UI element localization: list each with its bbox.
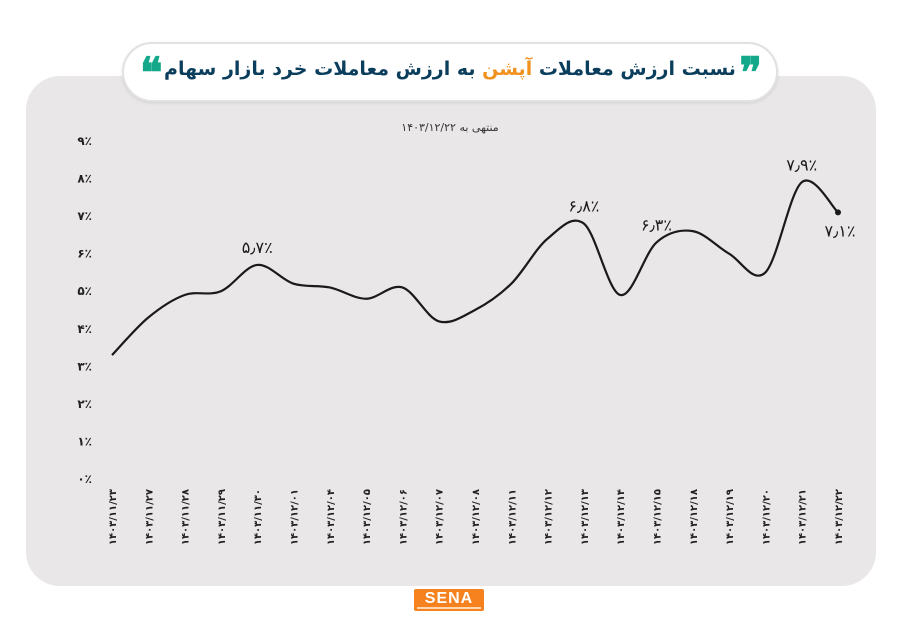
quote-close-icon: ❝ <box>140 48 163 97</box>
x-tick-label: ۱۴۰۳/۱۲/۲۱ <box>798 489 809 545</box>
chart-subtitle: منتهی به ۱۴۰۳/۱۲/۲۲ <box>401 121 499 134</box>
x-tick-label: ۱۴۰۳/۱۲/۰۶ <box>398 489 409 545</box>
y-tick-label: ۳٪ <box>77 359 92 373</box>
x-tick-label: ۱۴۰۳/۱۲/۰۴ <box>326 489 337 545</box>
y-tick-label: ۲٪ <box>77 397 92 411</box>
chart-panel <box>26 76 876 586</box>
data-labels: ۵٫۷٪ ۶٫۸٪ ۶٫۳٪ ۷٫۹٪ ۷٫۱٪ <box>242 155 856 257</box>
x-tick-label: ۱۴۰۳/۱۲/۰۱ <box>290 489 301 545</box>
x-tick-label: ۱۴۰۳/۱۲/۱۸ <box>689 489 700 545</box>
y-tick-label: ۶٪ <box>77 247 92 261</box>
x-tick-label: ۱۴۰۳/۱۲/۰۵ <box>362 489 373 545</box>
data-label: ۷٫۱٪ <box>825 221 856 240</box>
x-tick-label: ۱۴۰۳/۱۲/۱۳ <box>580 489 591 545</box>
data-label: ۵٫۷٪ <box>242 238 273 257</box>
x-tick-label: ۱۴۰۳/۱۲/۱۲ <box>544 489 555 545</box>
title-banner: ❞ نسبت ارزش معاملات آپشن به ارزش معاملات… <box>122 42 778 102</box>
x-tick-label: ۱۴۰۳/۱۲/۱۵ <box>653 489 664 545</box>
x-tick-label: ۱۴۰۳/۱۲/۱۴ <box>616 489 627 545</box>
series-line <box>111 179 839 356</box>
logo-text: SENA <box>424 590 474 607</box>
x-tick-label: ۱۴۰۳/۱۱/۳۰ <box>253 489 264 545</box>
x-tick-label: ۱۴۰۳/۱۱/۲۹ <box>217 489 228 545</box>
sena-logo: SENA <box>414 589 484 611</box>
y-tick-label: ۰٪ <box>77 472 92 486</box>
x-tick-label: ۱۴۰۳/۱۲/۰۷ <box>435 489 446 545</box>
data-label: ۶٫۸٪ <box>568 197 599 216</box>
quote-open-icon: ❞ <box>739 48 762 97</box>
x-tick-label: ۱۴۰۳/۱۱/۲۷ <box>144 489 155 545</box>
y-tick-label: ۹٪ <box>77 134 92 148</box>
x-tick-label: ۱۴۰۳/۱۲/۱۹ <box>725 489 736 545</box>
logo-underline <box>417 607 481 609</box>
end-point-marker <box>835 209 841 216</box>
x-tick-label: ۱۴۰۳/۱۲/۰۸ <box>471 489 482 545</box>
x-tick-label: ۱۴۰۳/۱۱/۲۸ <box>181 489 192 545</box>
x-tick-label: ۱۴۰۳/۱۱/۲۳ <box>108 489 119 545</box>
y-tick-label: ۷٪ <box>77 209 92 223</box>
y-axis: ۰٪ ۱٪ ۲٪ ۳٪ ۴٪ ۵٪ ۶٪ ۷٪ ۸٪ ۹٪ <box>77 134 92 486</box>
x-tick-label: ۱۴۰۳/۱۲/۱۱ <box>507 489 518 545</box>
data-label: ۶٫۳٪ <box>641 215 672 234</box>
x-tick-label: ۱۴۰۳/۱۲/۲۰ <box>761 489 772 545</box>
y-tick-label: ۸٪ <box>77 172 92 186</box>
markers <box>835 209 841 216</box>
x-axis: ۱۴۰۳/۱۱/۲۳ ۱۴۰۳/۱۱/۲۷ ۱۴۰۳/۱۱/۲۸ ۱۴۰۳/۱۱/۲۹… <box>108 489 845 545</box>
y-tick-label: ۴٪ <box>77 322 92 336</box>
title-part-1: نسبت ارزش معاملات <box>538 58 736 80</box>
y-tick-label: ۵٪ <box>77 284 92 298</box>
y-tick-label: ۱٪ <box>77 434 92 448</box>
title-part-2: آپشن <box>482 58 533 80</box>
chart-title: نسبت ارزش معاملات آپشن به ارزش معاملات خ… <box>124 58 776 80</box>
x-tick-label: ۱۴۰۳/۱۲/۲۲ <box>834 489 845 545</box>
title-part-3: به ارزش معاملات خرد بازار سهام <box>164 58 476 80</box>
data-label: ۷٫۹٪ <box>786 155 817 174</box>
